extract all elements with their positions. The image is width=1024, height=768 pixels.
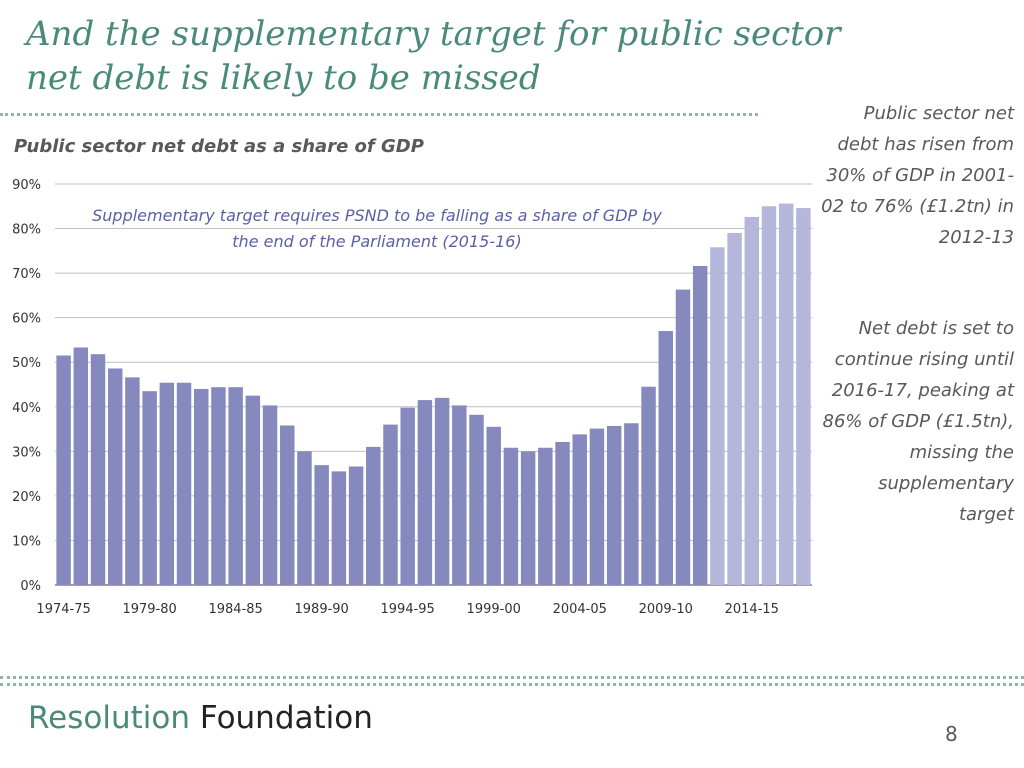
bar-2008-09 <box>641 386 656 585</box>
chart-title: Public sector net debt as a share of GDP <box>14 136 424 157</box>
y-tick-label: 30% <box>12 445 41 460</box>
footer-divider-1 <box>0 676 1024 679</box>
bar-1982-83 <box>194 388 209 585</box>
y-tick-label: 80% <box>12 223 41 238</box>
bar-2010-11 <box>675 289 691 585</box>
chart-annotation-line-2: the end of the Parliament (2015-16) <box>232 232 521 251</box>
bar-1988-89 <box>297 451 312 585</box>
bar-1994-95 <box>400 407 415 585</box>
y-tick-label: 60% <box>12 312 41 327</box>
bar-1981-82 <box>176 382 192 585</box>
bar-2003-04 <box>555 441 570 585</box>
chart-annotation-line-1: Supplementary target requires PSND to be… <box>92 206 662 225</box>
bar-2014-15 <box>744 216 760 585</box>
bar-1995-96 <box>417 400 433 585</box>
x-tick-label: 1994-95 <box>381 602 435 617</box>
y-tick-label: 50% <box>12 356 41 371</box>
y-tick-label: 20% <box>12 490 41 505</box>
bar-1979-80 <box>142 391 157 585</box>
x-tick-label: 2009-10 <box>639 602 693 617</box>
x-tick-label: 1999-00 <box>467 602 521 617</box>
bar-2002-03 <box>538 447 553 585</box>
bar-2000-01 <box>503 447 519 585</box>
bar-2005-06 <box>589 428 605 585</box>
bar-2004-05 <box>572 434 587 585</box>
brand-part-resolution: Resolution <box>28 700 190 736</box>
bar-1978-79 <box>125 377 140 585</box>
brand-part-foundation: Foundation <box>199 700 373 736</box>
bar-2011-12 <box>692 265 708 585</box>
x-tick-label: 2014-15 <box>725 602 779 617</box>
footer-divider-2 <box>0 683 1024 686</box>
bar-1976-77 <box>90 354 106 585</box>
slide-title: And the supplementary target for public … <box>26 14 841 98</box>
bars-layer <box>56 203 811 585</box>
bar-2007-08 <box>624 423 639 585</box>
bar-1977-78 <box>107 368 123 585</box>
bar-1980-81 <box>159 382 175 585</box>
bar-2006-07 <box>606 425 622 585</box>
bar-2016-17 <box>778 203 794 585</box>
bar-1985-86 <box>245 395 261 585</box>
y-tick-label: 0% <box>20 579 41 594</box>
debt-bar-chart: 0%10%20%30%40%50%60%70%80%90% 1974-75 197… <box>12 178 812 617</box>
bar-1983-84 <box>211 387 226 585</box>
bar-2015-16 <box>761 206 777 585</box>
title-divider <box>0 113 758 116</box>
bar-2009-10 <box>658 331 673 585</box>
x-tick-label: 1974-75 <box>36 602 90 617</box>
bar-1974-75 <box>56 355 71 585</box>
x-tick-label: 2004-05 <box>553 602 607 617</box>
bar-2017-18 <box>796 208 811 585</box>
x-tick-label: 1984-85 <box>208 602 262 617</box>
bar-1993-94 <box>383 424 398 585</box>
bar-1991-92 <box>348 466 364 585</box>
bar-2013-14 <box>727 233 742 585</box>
side-note-peak-forecast: Net debt is set to continue rising until… <box>822 318 1015 525</box>
bar-1987-88 <box>280 425 295 585</box>
bar-1990-91 <box>331 471 347 585</box>
y-tick-label: 90% <box>12 178 41 193</box>
bar-1997-98 <box>452 405 467 585</box>
y-tick-label: 40% <box>12 401 41 416</box>
bar-1975-76 <box>73 347 89 585</box>
side-note-debt-rise: Public sector net debt has risen from 30… <box>821 103 1014 248</box>
bar-2012-13 <box>710 247 725 585</box>
bar-1998-99 <box>469 414 484 585</box>
x-tick-label: 1979-80 <box>122 602 176 617</box>
x-tick-label: 1989-90 <box>295 602 349 617</box>
bar-1999-00 <box>486 426 501 585</box>
bar-1989-90 <box>314 465 329 585</box>
y-tick-label: 10% <box>12 534 41 549</box>
y-tick-label: 70% <box>12 267 41 282</box>
x-axis-labels: 1974-75 1979-80 1984-85 1989-90 1994-95 1999-… <box>36 602 779 617</box>
page-number: 8 <box>945 722 958 746</box>
bar-2001-02 <box>520 451 536 585</box>
bar-1992-93 <box>366 446 381 585</box>
bar-1984-85 <box>228 387 243 585</box>
brand-logo: Resolution Foundation <box>28 700 373 736</box>
bar-1996-97 <box>434 397 450 585</box>
y-axis-labels: 0% 10% 20% 30% 40% 50% 60% 70% 80% 90% <box>12 178 41 594</box>
bar-1986-87 <box>262 405 278 585</box>
